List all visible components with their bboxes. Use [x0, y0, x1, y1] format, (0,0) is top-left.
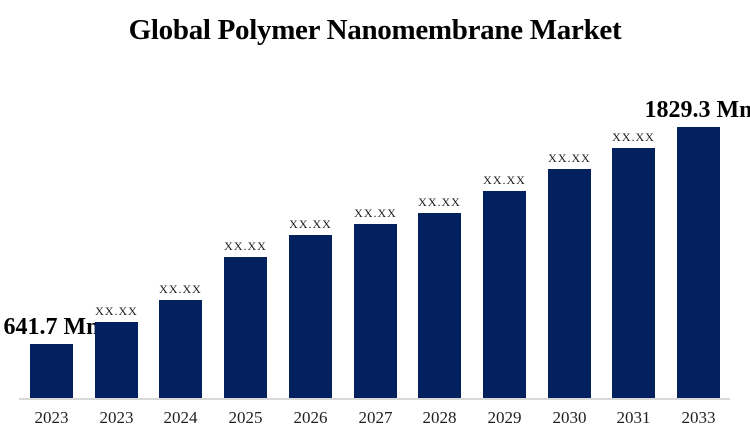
x-tick-label: 2028 [422, 408, 457, 427]
bar-value-label: XX.XX [483, 173, 526, 187]
bar-value-label: 641.7 Mn [3, 314, 100, 340]
bar [289, 235, 332, 398]
bar [354, 224, 397, 398]
bar-value-label: XX.XX [95, 304, 138, 318]
x-tick-label: 2033 [681, 408, 716, 427]
bar [677, 127, 720, 398]
x-tick-label: 2025 [228, 408, 263, 427]
bar [30, 344, 73, 398]
x-tick-label: 2026 [293, 408, 328, 427]
bar [224, 257, 267, 398]
x-tick-label: 2031 [616, 408, 651, 427]
bar [95, 322, 138, 398]
bar-value-label: XX.XX [418, 195, 461, 209]
x-tick-label: 2023 [34, 408, 69, 427]
bar-value-label: XX.XX [159, 282, 202, 296]
bar [159, 300, 202, 398]
x-tick-label: 2023 [99, 408, 134, 427]
bar [483, 191, 526, 398]
bar [612, 148, 655, 398]
bar [548, 169, 591, 398]
bar-value-label: XX.XX [224, 239, 267, 253]
x-tick-label: 2027 [358, 408, 393, 427]
bar-value-label: XX.XX [289, 217, 332, 231]
bar-value-label: 1829.3 Mn [644, 97, 750, 123]
bar [418, 213, 461, 398]
x-tick-label: 2029 [487, 408, 522, 427]
bar-value-label: XX.XX [548, 151, 591, 165]
x-axis-line [19, 398, 730, 400]
bar-value-label: XX.XX [354, 206, 397, 220]
bar-value-label: XX.XX [612, 130, 655, 144]
x-tick-label: 2030 [552, 408, 587, 427]
chart-title: Global Polymer Nanomembrane Market [128, 14, 622, 46]
x-tick-label: 2024 [163, 408, 198, 427]
